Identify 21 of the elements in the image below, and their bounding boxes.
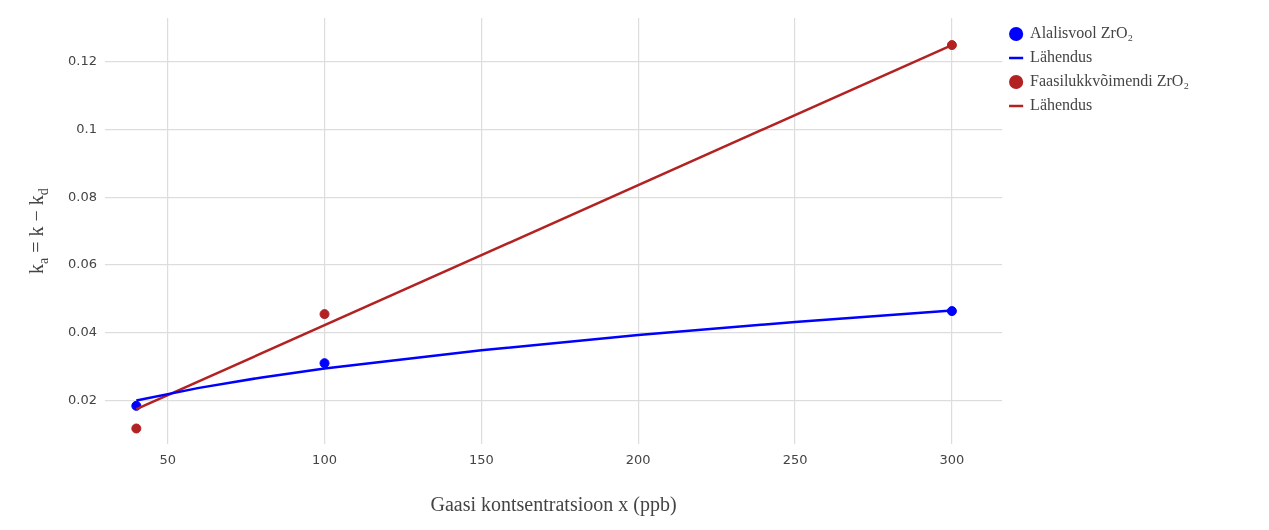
x-tick-label: 300 <box>939 451 965 467</box>
y-tick-label: 0.08 <box>67 188 97 204</box>
point <box>319 309 330 320</box>
x-tick-label: 150 <box>468 451 494 467</box>
legend-label: Alalisvool ZrO₂ <box>1030 24 1134 42</box>
legend-label: Lähendus <box>1030 48 1093 66</box>
y-tick-label: 0.12 <box>67 53 97 69</box>
x-tick-label: 200 <box>625 451 651 467</box>
y-tick-label: 0.04 <box>67 324 97 340</box>
x-axis-title: Gaasi kontsentratsioon x (ppb) <box>430 493 677 517</box>
y-tick-label: 0.02 <box>67 391 97 407</box>
x-tick-label: 250 <box>782 451 808 467</box>
x-tick-label: 50 <box>159 451 176 467</box>
legend-label: Faasilukkvõimendi ZrO₂ <box>1030 72 1189 90</box>
y-tick-label: 0.1 <box>76 121 97 137</box>
y-tick-label: 0.06 <box>67 256 97 272</box>
legend-label: Lähendus <box>1030 96 1093 114</box>
x-tick-label: 100 <box>312 451 337 467</box>
point <box>319 358 330 369</box>
y-axis-title: ka = k − kd <box>25 188 51 275</box>
point <box>131 423 142 434</box>
